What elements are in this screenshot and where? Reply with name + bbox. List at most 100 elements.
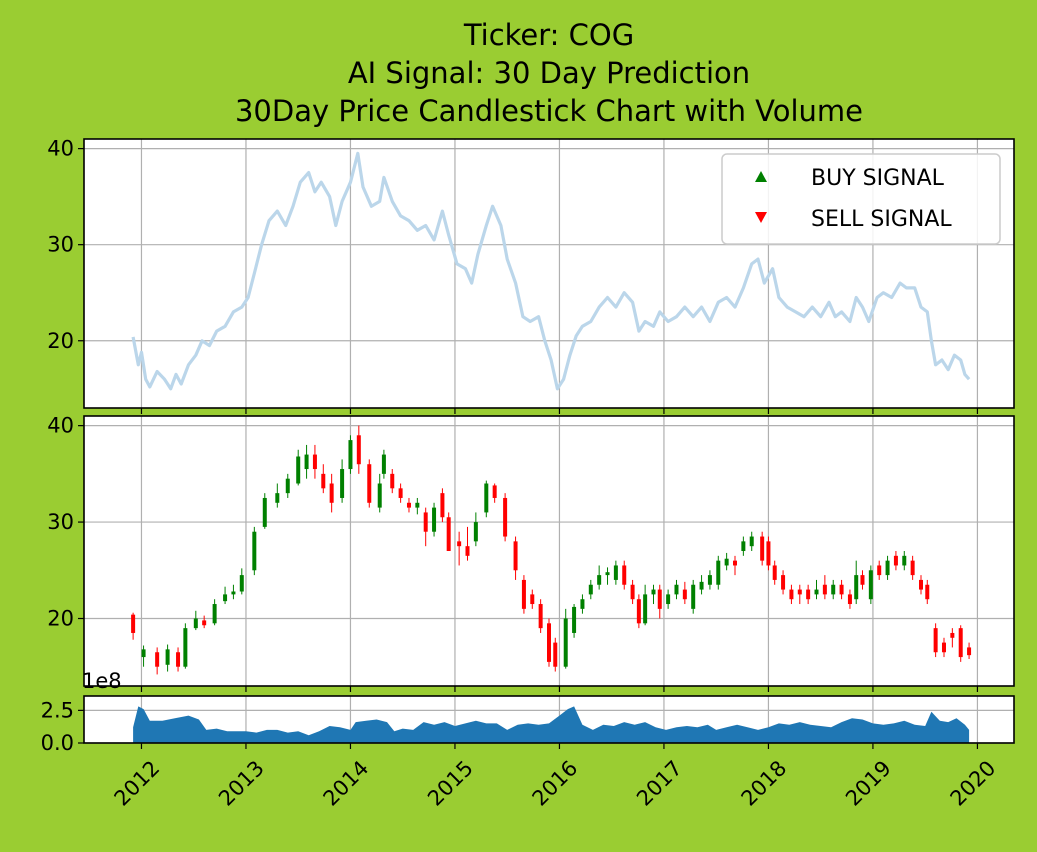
volume-panel-y-axis: 0.02.5 <box>41 698 74 755</box>
candle-up <box>666 589 671 609</box>
candle-down <box>503 493 508 542</box>
candle-body <box>398 488 403 498</box>
x-tick-label: 2019 <box>841 756 896 811</box>
candle-down <box>657 584 662 619</box>
candle-body <box>423 512 428 532</box>
candle-body <box>563 618 568 667</box>
candle-body <box>814 589 819 595</box>
candle-body <box>613 565 618 580</box>
candle-body <box>193 618 198 629</box>
candle-up <box>296 449 301 486</box>
candle-y-tick-label: 30 <box>47 510 74 534</box>
candle-down <box>176 647 181 672</box>
candle-up <box>484 480 489 518</box>
candle-up <box>193 610 198 631</box>
candle-up <box>902 551 907 571</box>
x-tick-label: 2018 <box>737 756 792 811</box>
candle-panel-grid <box>78 416 1014 692</box>
candle-body <box>760 536 765 561</box>
candle-body <box>630 584 635 600</box>
x-axis-labels: 2012 2013 2014 2015 2016 2017 2018 2019 2020 <box>110 756 1001 811</box>
candle-up <box>377 473 382 513</box>
candlesticks <box>131 425 972 675</box>
candle-down <box>440 488 445 523</box>
candle-up <box>749 531 754 551</box>
candle-body <box>597 575 602 585</box>
candle-down <box>682 581 687 605</box>
candle-body <box>933 628 938 653</box>
candle-body <box>772 565 777 580</box>
candle-panel-frame <box>83 415 1015 687</box>
candle-up <box>165 644 170 672</box>
candle-down <box>760 531 765 566</box>
x-tick-label: 2015 <box>423 756 478 811</box>
candle-down <box>967 642 972 659</box>
candle-up <box>340 459 345 503</box>
candle-body <box>432 507 437 532</box>
candle-up <box>239 568 244 595</box>
candle-body <box>806 589 811 600</box>
candle-body <box>691 584 696 609</box>
candle-up <box>651 584 656 605</box>
candle-body <box>657 589 662 609</box>
candle-up <box>415 497 420 515</box>
candle-body <box>699 581 704 590</box>
chart-title: Ticker: COG AI Signal: 30 Day Prediction… <box>235 18 863 128</box>
candle-up <box>212 599 217 626</box>
candle-body <box>724 558 729 566</box>
candle-down <box>877 560 882 580</box>
candle-down <box>547 618 551 667</box>
candle-body <box>165 649 170 665</box>
candle-body <box>321 473 326 489</box>
candle-down <box>630 579 635 605</box>
candle-body <box>440 493 445 518</box>
candle-body <box>893 555 898 566</box>
candle-up <box>588 579 593 600</box>
candle-body <box>967 647 972 656</box>
candle-body <box>666 594 671 605</box>
legend: BUY SIGNAL SELL SIGNAL <box>721 153 1001 245</box>
candle-up <box>707 570 712 590</box>
candle-body <box>329 483 334 503</box>
candle-up <box>885 555 890 580</box>
legend-sell-label: SELL SIGNAL <box>811 207 952 232</box>
x-tick-label: 2014 <box>319 756 374 811</box>
candle-up <box>231 584 236 600</box>
candle-body <box>202 620 207 626</box>
candle-up <box>580 594 585 614</box>
candle-down <box>733 555 737 576</box>
candle-down <box>766 536 771 571</box>
candle-body <box>651 589 656 595</box>
candle-up <box>613 560 618 585</box>
candle-body <box>580 599 585 609</box>
candle-body <box>868 570 873 600</box>
candle-down <box>772 560 777 585</box>
candle-body <box>296 456 301 484</box>
candle-body <box>465 546 470 556</box>
candle-down <box>950 628 955 648</box>
candle-up <box>699 575 704 595</box>
candle-body <box>252 531 257 571</box>
candle-body <box>340 469 345 498</box>
candle-up <box>183 623 188 669</box>
candle-up <box>285 473 290 498</box>
candle-up <box>304 444 309 479</box>
candle-down <box>398 483 403 503</box>
candle-down <box>465 526 470 561</box>
candle-down <box>789 584 794 605</box>
candle-down <box>910 555 915 580</box>
candle-down <box>806 584 811 605</box>
candle-body <box>141 649 146 658</box>
candle-body <box>503 497 508 537</box>
candle-up <box>597 565 602 590</box>
candle-up <box>854 560 859 605</box>
candle-down <box>822 575 827 600</box>
candle-up <box>868 565 873 605</box>
candle-body <box>304 454 309 470</box>
candle-body <box>950 632 955 638</box>
volume-y-tick-label: 2.5 <box>41 698 74 722</box>
candle-body <box>716 560 721 585</box>
candle-body <box>674 584 679 595</box>
candle-body <box>176 652 181 667</box>
